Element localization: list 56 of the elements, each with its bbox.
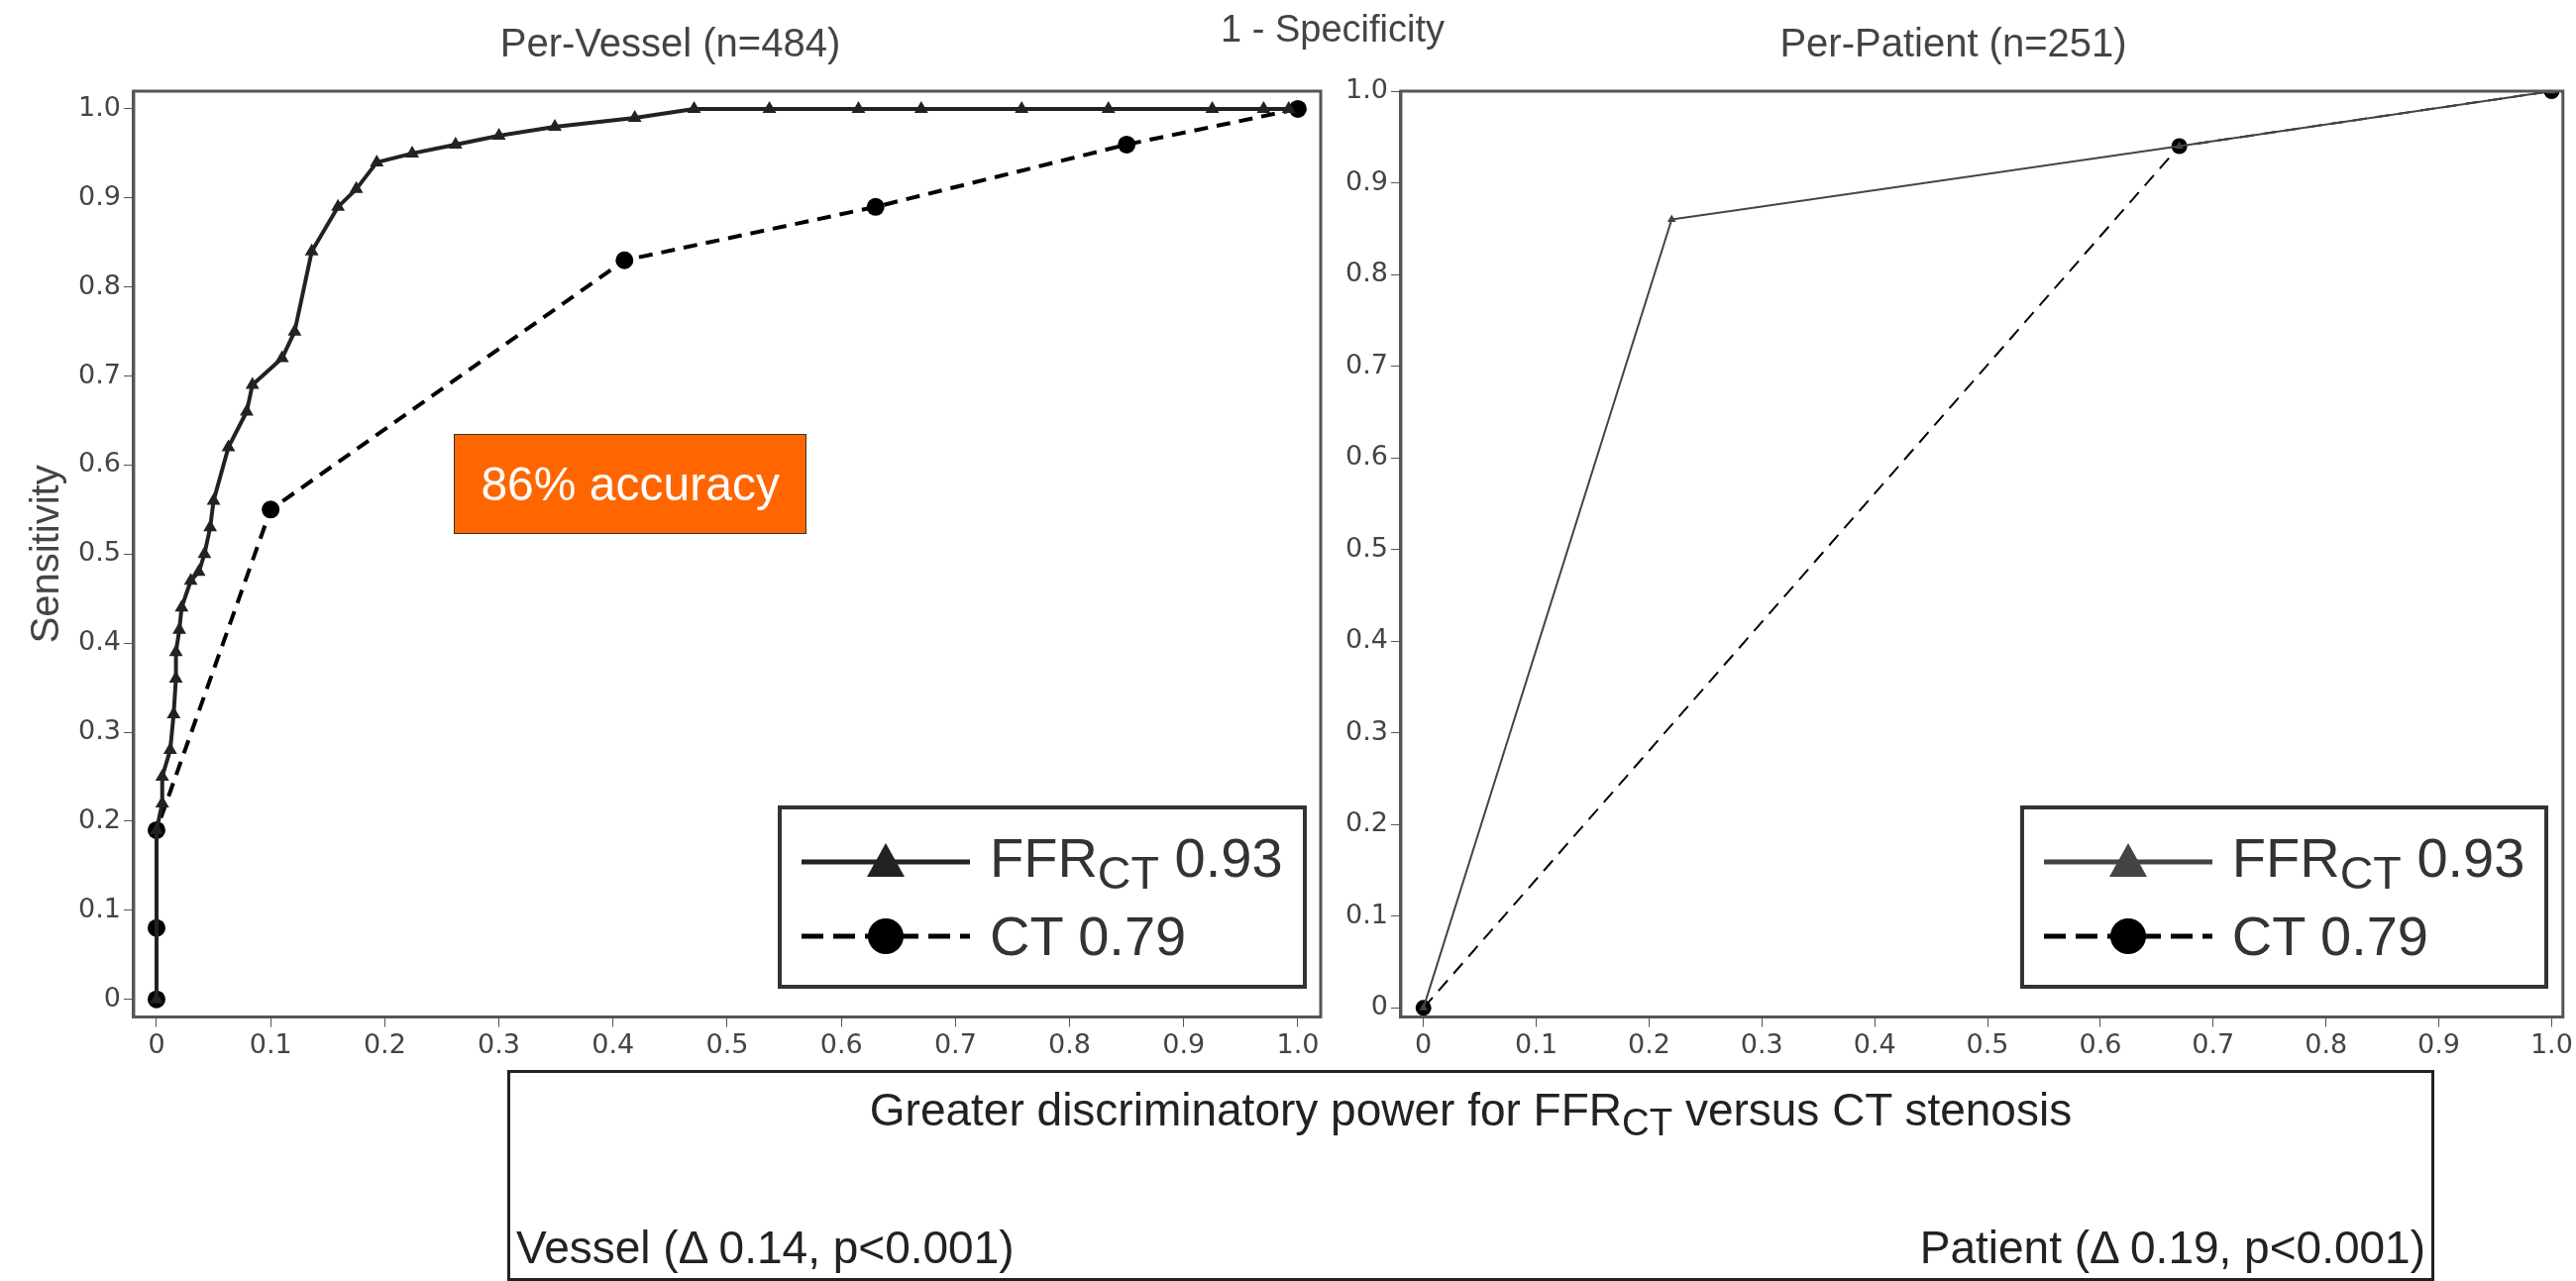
y-tick-label: 0.9 — [77, 179, 121, 211]
y-tick-label: 0.7 — [77, 358, 121, 389]
y-tick-label: 0.3 — [1344, 714, 1388, 746]
x-axis-title: 1 - Specificity — [1221, 8, 1445, 51]
y-tick-label: 0.8 — [77, 268, 121, 300]
x-tick-label: 1.0 — [1276, 1027, 1320, 1059]
x-tick-label: 0.4 — [591, 1027, 635, 1059]
x-tick-label: 0.8 — [1048, 1027, 1092, 1059]
y-tick-label: 0.9 — [1344, 164, 1388, 196]
y-tick-label: 0 — [103, 981, 121, 1013]
legend-label: FFR$_{CT}$ 0.93 — [990, 824, 1283, 901]
text: Greater discriminatory power for FFR$_{CT}$ versus CT stenosis — [868, 1083, 2074, 1145]
x-tick-label: 0 — [148, 1027, 165, 1059]
y-tick-label: 0.7 — [1344, 348, 1388, 379]
y-tick-label: 1.0 — [77, 90, 121, 122]
x-tick-label: 0.2 — [363, 1027, 406, 1059]
x-tick-label: 0.4 — [1853, 1027, 1896, 1059]
chart-title: Per-Vessel (n=484) — [499, 21, 841, 65]
annotation: 86% accuracy — [454, 433, 806, 534]
x-tick-label: 0.9 — [2417, 1027, 2461, 1059]
chart-title: Per-Patient (n=251) — [1779, 21, 2127, 65]
y-tick-label: 0.4 — [1344, 623, 1388, 655]
y-tick-label: 0.6 — [77, 447, 121, 479]
legend-label: CT 0.79 — [990, 904, 1187, 970]
x-tick-label: 0.1 — [249, 1027, 292, 1059]
text: Patient (Δ 0.19, p<0.001) — [1919, 1221, 2425, 1274]
y-tick-label: 0.2 — [77, 802, 121, 834]
x-tick-label: 0.6 — [2079, 1027, 2122, 1059]
y-tick-label: 1.0 — [1344, 73, 1388, 105]
y-tick-label: 0.1 — [1344, 898, 1388, 929]
y-tick-label: 0 — [1370, 990, 1388, 1021]
y-tick-label: 0.2 — [1344, 806, 1388, 838]
x-tick-label: 0.2 — [1627, 1027, 1670, 1059]
x-tick-label: 0.9 — [1162, 1027, 1206, 1059]
y-tick-label: 0.4 — [77, 625, 121, 657]
x-tick-label: 0.5 — [705, 1027, 749, 1059]
text: Vessel (Δ 0.14, p<0.001) — [516, 1221, 1015, 1274]
y-tick-label: 0.5 — [1344, 531, 1388, 563]
y-tick-label: 0.5 — [77, 536, 121, 568]
legend-label: CT 0.79 — [2231, 904, 2428, 970]
y-axis-title: Sensitivity — [23, 465, 67, 644]
x-tick-label: 0.1 — [1515, 1027, 1558, 1059]
legend-label: FFR$_{CT}$ 0.93 — [2231, 824, 2525, 901]
y-tick-label: 0.3 — [77, 714, 121, 746]
x-tick-label: 0.8 — [2305, 1027, 2348, 1059]
x-tick-label: 0.5 — [1966, 1027, 2009, 1059]
x-tick-label: 0.7 — [933, 1027, 977, 1059]
x-tick-label: 0.3 — [1740, 1027, 1783, 1059]
y-tick-label: 0.8 — [1344, 257, 1388, 288]
x-tick-label: 0 — [1415, 1027, 1433, 1059]
x-tick-label: 1.0 — [2529, 1027, 2573, 1059]
y-tick-label: 0.6 — [1344, 440, 1388, 472]
y-tick-label: 0.1 — [77, 892, 121, 923]
x-tick-label: 0.3 — [478, 1027, 521, 1059]
x-tick-label: 0.6 — [819, 1027, 863, 1059]
x-tick-label: 0.7 — [2192, 1027, 2235, 1059]
